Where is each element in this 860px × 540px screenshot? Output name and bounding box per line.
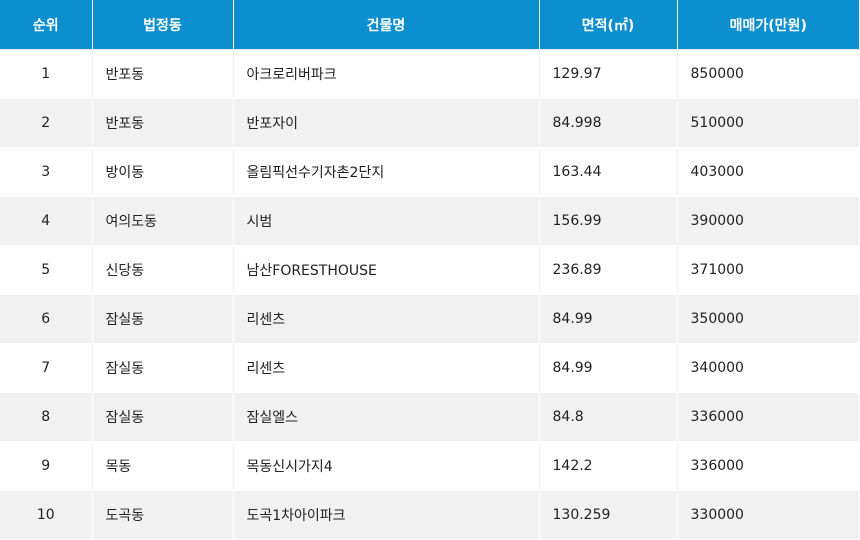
cell-rank: 4 [0, 196, 93, 246]
cell-dong: 신당동 [92, 245, 234, 295]
header-price: 매매가(만원) [677, 0, 859, 50]
cell-price: 390000 [677, 196, 860, 246]
cell-dong: 잠실동 [92, 294, 234, 344]
cell-building: 목동신시가지4 [233, 441, 540, 491]
table-row: 6 잠실동 리센츠 84.99 350000 [0, 294, 860, 344]
cell-area: 236.89 [539, 245, 678, 295]
table-header: 순위 법정동 건물명 면적(㎡) 매매가(만원) [0, 0, 859, 50]
cell-area: 129.97 [539, 49, 678, 99]
cell-area: 84.99 [539, 294, 678, 344]
cell-dong: 반포동 [92, 98, 234, 148]
cell-dong: 반포동 [92, 49, 234, 99]
cell-price: 510000 [677, 98, 860, 148]
cell-rank: 3 [0, 147, 93, 197]
table-row: 4 여의도동 시범 156.99 390000 [0, 196, 860, 246]
table-row: 7 잠실동 리센츠 84.99 340000 [0, 343, 859, 393]
header-area: 면적(㎡) [539, 0, 678, 50]
cell-dong: 여의도동 [92, 196, 234, 246]
header-building: 건물명 [233, 0, 540, 50]
cell-building: 리센츠 [233, 343, 540, 393]
cell-price: 336000 [677, 392, 860, 442]
cell-dong: 도곡동 [92, 490, 234, 540]
cell-dong: 목동 [92, 441, 234, 491]
table-row: 8 잠실동 잠실엘스 84.8 336000 [0, 392, 860, 442]
cell-price: 336000 [677, 441, 859, 491]
cell-building: 아크로리버파크 [233, 49, 540, 99]
table-row: 2 반포동 반포자이 84.998 510000 [0, 98, 860, 148]
cell-area: 84.8 [539, 392, 678, 442]
table-row: 9 목동 목동신시가지4 142.2 336000 [0, 441, 859, 491]
cell-rank: 9 [0, 441, 93, 491]
cell-area: 142.2 [539, 441, 678, 491]
cell-rank: 8 [0, 392, 93, 442]
table-body: 1 반포동 아크로리버파크 129.97 850000 2 반포동 반포자이 8… [0, 49, 860, 540]
cell-rank: 10 [0, 490, 93, 540]
cell-area: 84.998 [539, 98, 678, 148]
cell-building: 리센츠 [233, 294, 540, 344]
cell-price: 350000 [677, 294, 860, 344]
cell-price: 371000 [677, 245, 859, 295]
cell-price: 850000 [677, 49, 859, 99]
table-row: 10 도곡동 도곡1차아이파크 130.259 330000 [0, 490, 860, 540]
table-row: 3 방이동 올림픽선수기자촌2단지 163.44 403000 [0, 147, 859, 197]
cell-area: 156.99 [539, 196, 678, 246]
table-row: 1 반포동 아크로리버파크 129.97 850000 [0, 49, 859, 99]
cell-dong: 잠실동 [92, 343, 234, 393]
cell-building: 올림픽선수기자촌2단지 [233, 147, 540, 197]
cell-area: 163.44 [539, 147, 678, 197]
header-row: 순위 법정동 건물명 면적(㎡) 매매가(만원) [0, 0, 859, 50]
cell-rank: 5 [0, 245, 93, 295]
cell-rank: 7 [0, 343, 93, 393]
cell-rank: 6 [0, 294, 93, 344]
cell-building: 도곡1차아이파크 [233, 490, 540, 540]
cell-dong: 방이동 [92, 147, 234, 197]
cell-area: 130.259 [539, 490, 678, 540]
cell-price: 340000 [677, 343, 859, 393]
cell-price: 330000 [677, 490, 860, 540]
cell-building: 반포자이 [233, 98, 540, 148]
cell-rank: 1 [0, 49, 93, 99]
header-rank: 순위 [0, 0, 93, 50]
cell-building: 시범 [233, 196, 540, 246]
cell-building: 남산FORESTHOUSE [233, 245, 540, 295]
cell-area: 84.99 [539, 343, 678, 393]
cell-price: 403000 [677, 147, 859, 197]
cell-rank: 2 [0, 98, 93, 148]
table-row: 5 신당동 남산FORESTHOUSE 236.89 371000 [0, 245, 859, 295]
cell-dong: 잠실동 [92, 392, 234, 442]
cell-building: 잠실엘스 [233, 392, 540, 442]
header-dong: 법정동 [92, 0, 234, 50]
